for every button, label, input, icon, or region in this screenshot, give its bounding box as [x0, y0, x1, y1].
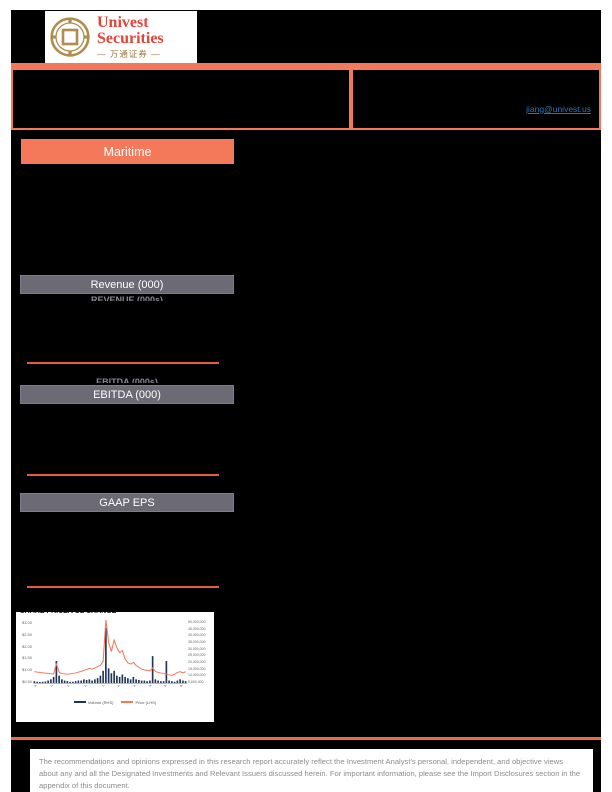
sector-banner: Maritime [21, 139, 234, 164]
analyst-email-link[interactable]: jiang@univest.us [526, 104, 591, 114]
brand-name: Univest Securities — 万通证券 — [97, 15, 164, 59]
disclaimer-box: The recommendations and opinions express… [30, 749, 593, 792]
chart-title: SHARE PRICE/VOL CHANGE [18, 612, 212, 615]
legend-volume-label: Volume (RHS) [87, 699, 114, 705]
ebitda-section-banner: EBITDA (000) [20, 385, 234, 404]
price-swatch-icon [121, 701, 134, 703]
header-row: jiang@univest.us [11, 68, 601, 130]
report-body: Univest Securities — 万通证券 — jiang@unives… [11, 10, 601, 792]
brand-logo: Univest Securities — 万通证券 — [45, 11, 197, 63]
chart-legend: Volume (RHS) Price (LHS) [18, 698, 212, 706]
disclaimer-text: The recommendations and opinions express… [39, 757, 581, 790]
sector-banner-label: Maritime [103, 144, 152, 159]
header-title-box [11, 68, 351, 130]
legend-volume: Volume (RHS) [73, 699, 114, 705]
revenue-banner-label: Revenue (000) [90, 278, 164, 291]
ebitda-banner-label: EBITDA (000) [93, 388, 161, 401]
chart-canvas [33, 620, 187, 684]
revenue-ghost-label: REVENUE (000s) [90, 295, 164, 301]
revenue-underline [27, 362, 219, 364]
chart-title-clipped: SHARE PRICE/VOL CHANGE [18, 612, 212, 618]
brand-name-line1: Univest [97, 14, 149, 32]
legend-price-label: Price (LHS) [135, 699, 157, 705]
revenue-section-banner: Revenue (000) [20, 275, 234, 294]
chart-right-axis: 50,000,000 45,000,000 40,000,000 35,000,000… [188, 620, 206, 684]
legend-price: Price (LHS) [121, 700, 156, 705]
chart-x-axis: 9/30/202110/31/202111/30/202112/31/20211… [33, 685, 187, 698]
eps-underline [27, 586, 219, 588]
ebitda-ghost-label: EBITDA (000s) [96, 377, 158, 383]
eps-section-banner: GAAP EPS [20, 493, 234, 512]
chart-plot-area: $3.00 $2.50 $2.00 $1.50 $1.00 $0.50 50,000,00… [18, 620, 212, 684]
header-analyst-box: jiang@univest.us [351, 68, 601, 130]
header-divider-bar [11, 63, 601, 68]
eps-banner-label: GAAP EPS [99, 496, 155, 509]
price-volume-chart: SHARE PRICE/VOL CHANGE $3.00$2.50$2.00$1… [16, 612, 214, 722]
volume-swatch-icon [73, 701, 86, 703]
brand-name-line2: Securities [97, 30, 164, 48]
footer-divider-bar [11, 737, 601, 740]
brand-name-chinese: — 万通证券 — [97, 49, 161, 60]
chart-left-axis: $3.00 $2.50 $2.00 $1.50 $1.00 $0.50 [21, 620, 32, 684]
coin-logo-icon [50, 17, 90, 57]
ebitda-underline [27, 474, 219, 476]
